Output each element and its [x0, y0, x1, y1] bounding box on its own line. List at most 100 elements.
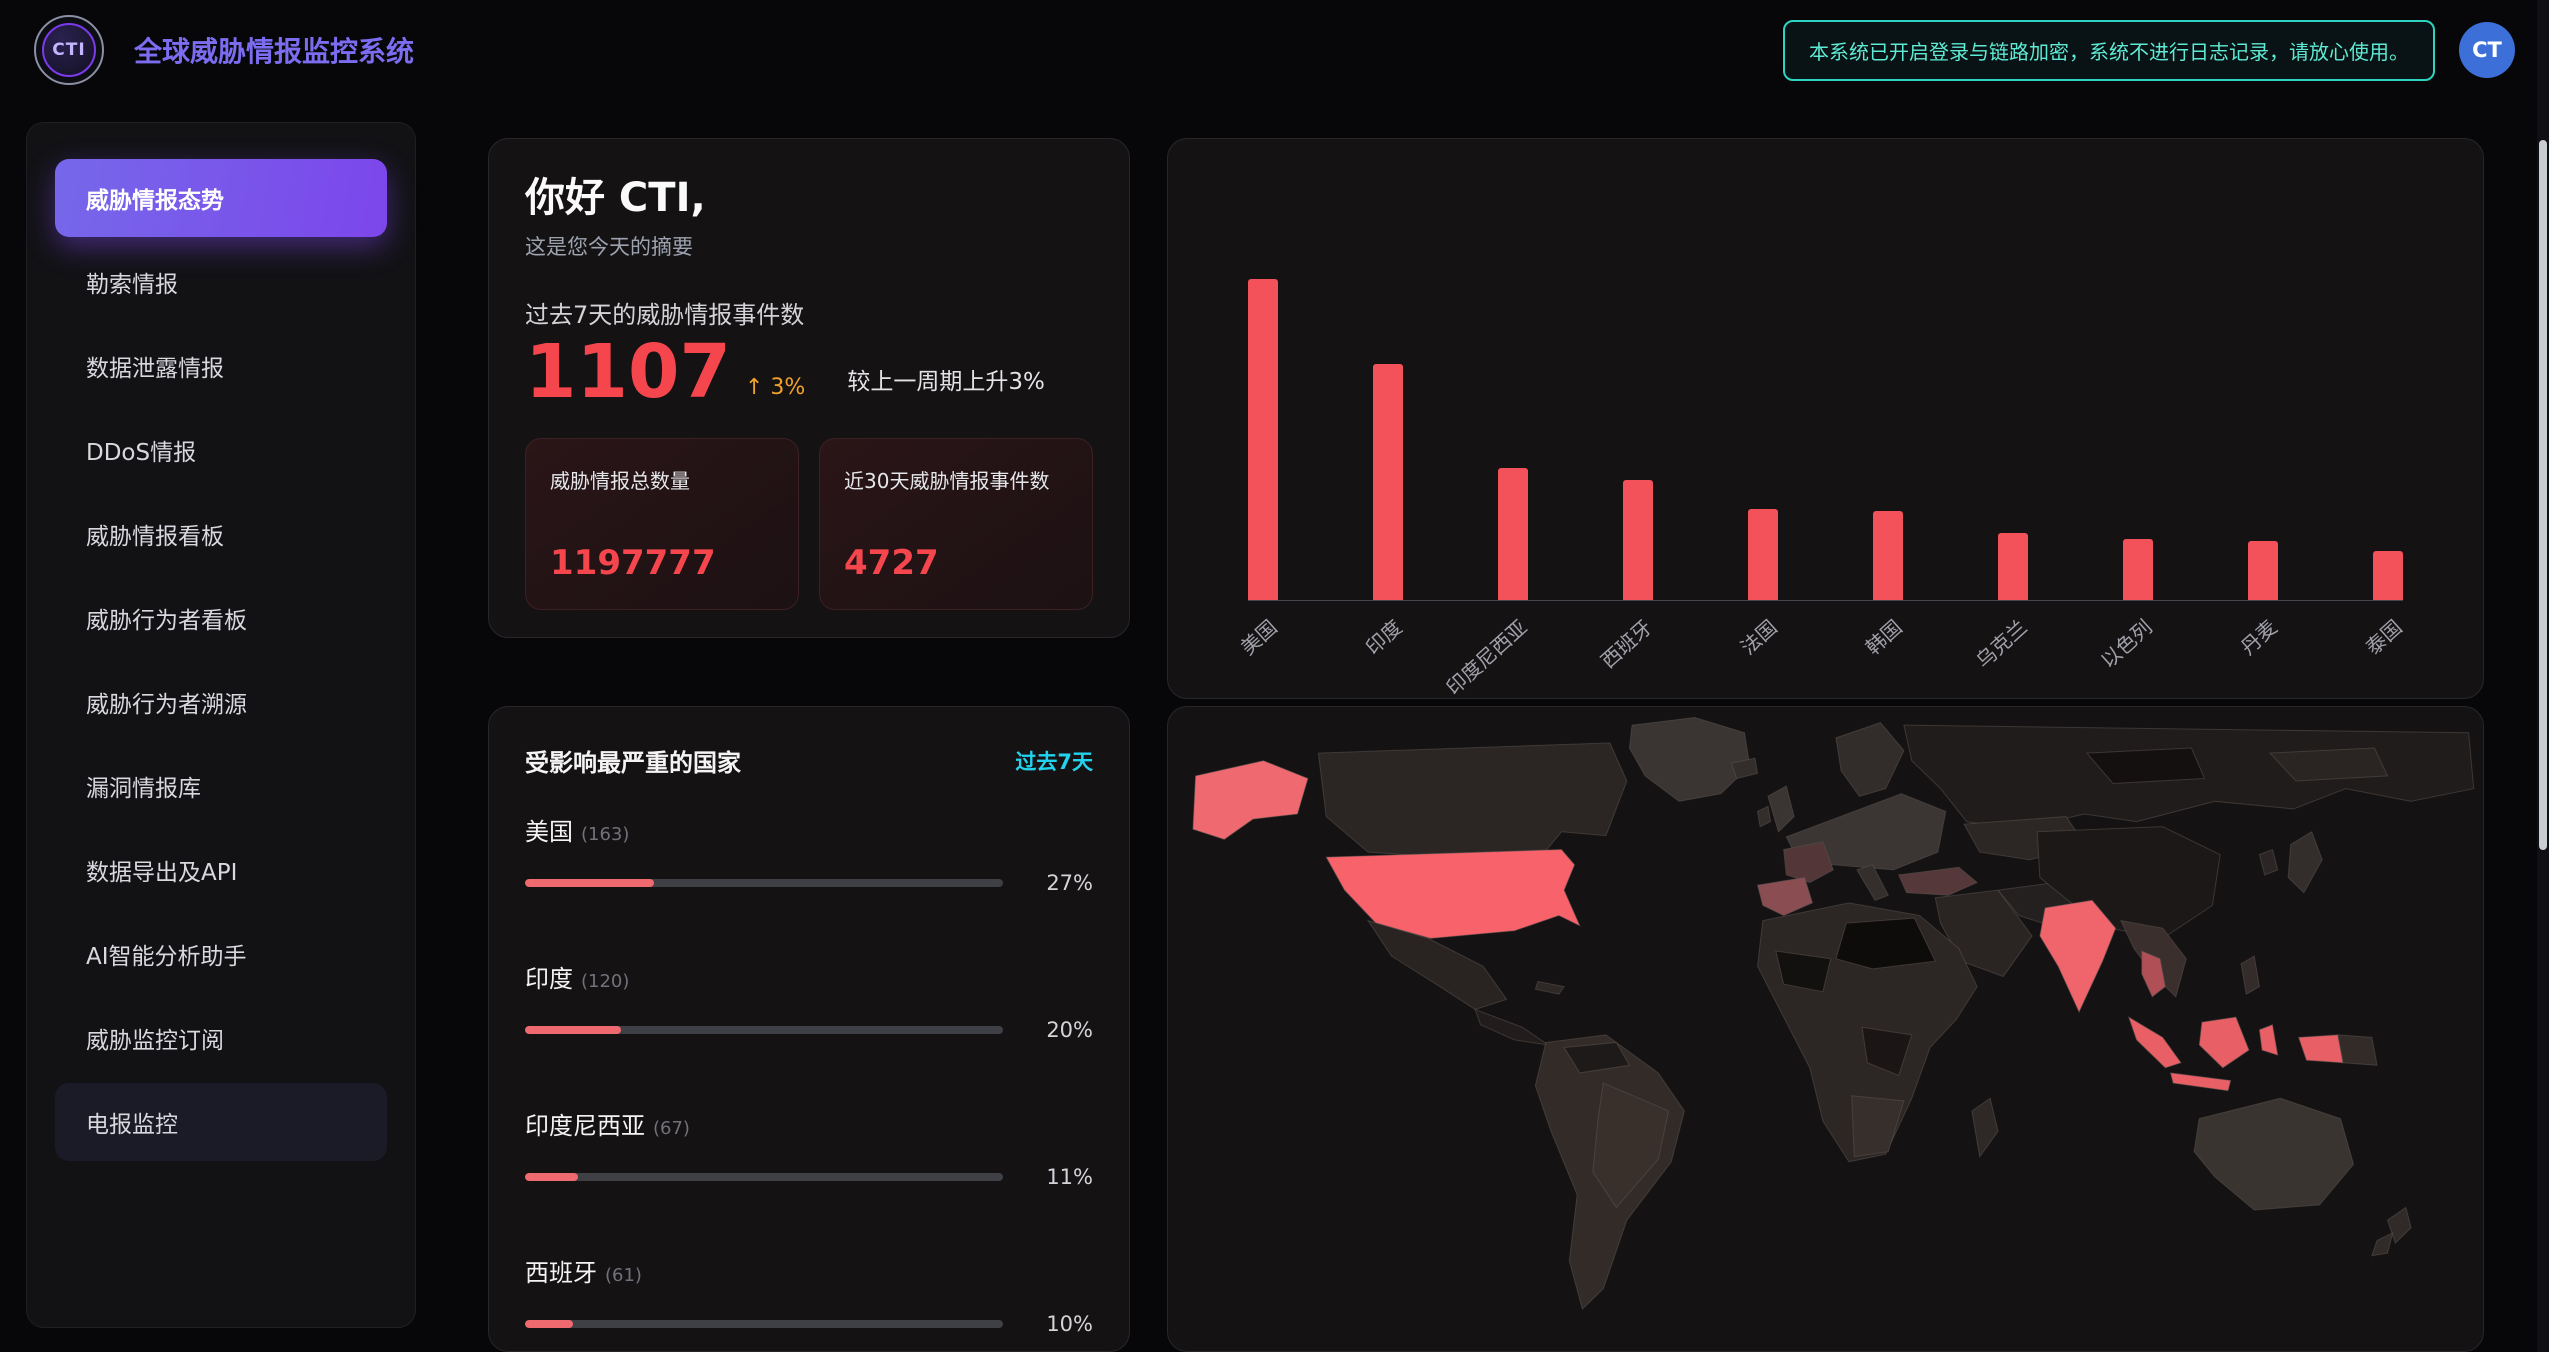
- map-region-west-new-guinea: [2297, 1034, 2344, 1064]
- map-region-sulawesi: [2258, 1023, 2279, 1056]
- sidebar-item-label: 数据泄露情报: [86, 356, 224, 382]
- map-region-spain: [1756, 876, 1814, 917]
- bar-韩国[interactable]: [1873, 511, 1903, 600]
- map-region-philippines: [2240, 955, 2260, 996]
- map-region-sahara-dark: [1835, 917, 1937, 970]
- map-region-greenland: [1628, 717, 1751, 802]
- bar-印度尼西亚[interactable]: [1498, 468, 1528, 600]
- stat-card-label: 近30天威胁情报事件数: [844, 468, 1050, 493]
- metric-value: 1107: [525, 329, 731, 415]
- bar-column: 丹麦: [2236, 279, 2282, 660]
- map-region-japan: [2287, 831, 2323, 894]
- country-bar-row: 27%: [525, 871, 1093, 895]
- sidebar-item-data-export-api[interactable]: 数据导出及API: [55, 831, 387, 909]
- app-title: 全球威胁情报监控系统: [134, 35, 415, 68]
- scrollbar-track[interactable]: [2537, 0, 2549, 1352]
- map-region-madagascar: [1971, 1097, 1999, 1159]
- stat-card-30day-events: 近30天威胁情报事件数 4727: [819, 437, 1093, 610]
- map-region-brazil: [1592, 1082, 1670, 1209]
- bar-法国[interactable]: [1748, 509, 1778, 600]
- map-region-usa: [1325, 849, 1581, 939]
- sidebar-item-label: 威胁情报态势: [86, 188, 224, 214]
- bar-axis-label: 乌克兰: [1971, 614, 2032, 673]
- stat-subcards: 威胁情报总数量 1197777 近30天威胁情报事件数 4727: [525, 437, 1093, 610]
- sidebar-item-threat-situation[interactable]: 威胁情报态势: [55, 159, 387, 237]
- map-asia: [1897, 724, 2475, 1014]
- top-countries-title: 受影响最严重的国家: [525, 749, 741, 777]
- sidebar-item-monitor-subscription[interactable]: 威胁监控订阅: [55, 999, 387, 1077]
- progress-track: [525, 1026, 1003, 1034]
- country-bar-row: 20%: [525, 1018, 1093, 1042]
- map-region-new-zealand-north: [2386, 1206, 2412, 1244]
- bar-乌克兰[interactable]: [1998, 533, 2028, 600]
- country-name: 西班牙: [525, 1259, 597, 1287]
- bar-column: 泰国: [2361, 279, 2407, 660]
- country-item: 西班牙 (61) 10%: [525, 1253, 1093, 1336]
- map-region-new-zealand-south: [2371, 1231, 2394, 1257]
- bar-axis-label: 美国: [1235, 614, 1282, 660]
- bar-axis-label: 丹麦: [2235, 614, 2282, 660]
- sidebar-item-telegram-monitor[interactable]: 电报监控: [55, 1083, 387, 1161]
- progress-track: [525, 879, 1003, 887]
- map-south-america: [1534, 1034, 1685, 1310]
- bar-西班牙[interactable]: [1623, 479, 1653, 600]
- period-filter-link[interactable]: 过去7天: [1015, 749, 1093, 774]
- sidebar-nav: 威胁情报态势勒索情报数据泄露情报 DDoS情报 威胁情报看板 威胁行为者看板 威胁行为者…: [27, 159, 415, 1161]
- bar-axis-label: 印度尼西亚: [1441, 614, 1532, 699]
- map-region-canada: [1317, 742, 1628, 858]
- map-region-scandinavia: [1835, 722, 1905, 797]
- map-africa: [1756, 902, 1999, 1163]
- bar-axis-label: 法国: [1735, 614, 1782, 660]
- sidebar-item-actor-dashboard[interactable]: 威胁行为者看板: [55, 579, 387, 657]
- map-region-west-africa-dark: [1775, 950, 1832, 993]
- world-map-card: [1167, 706, 2484, 1352]
- stat-card-value: 4727: [844, 542, 939, 583]
- scrollbar-thumb[interactable]: [2539, 140, 2547, 850]
- country-bar-row: 11%: [525, 1165, 1093, 1189]
- country-name-line: 印度 (120): [525, 959, 1093, 994]
- app-logo: CTI: [34, 15, 104, 85]
- sidebar-item-intel-dashboard[interactable]: 威胁情报看板: [55, 495, 387, 573]
- stat-card-total-intel: 威胁情报总数量 1197777: [525, 437, 799, 610]
- map-region-korea: [2258, 848, 2279, 876]
- country-bar-row: 10%: [525, 1312, 1093, 1336]
- top-countries-header: 受影响最严重的国家 过去7天: [525, 743, 1093, 778]
- sidebar-item-ddos-intel[interactable]: DDoS情报: [55, 411, 387, 489]
- country-item: 印度尼西亚 (67) 11%: [525, 1106, 1093, 1189]
- map-region-mexico: [1366, 919, 1508, 1011]
- logo-cti-icon: CTI: [42, 23, 96, 77]
- bar-丹麦[interactable]: [2248, 540, 2278, 600]
- sidebar-item-actor-tracing[interactable]: 威胁行为者溯源: [55, 663, 387, 741]
- country-percent: 20%: [1046, 1018, 1093, 1042]
- stat-card-value: 1197777: [550, 542, 716, 583]
- bar-泰国[interactable]: [2373, 550, 2403, 600]
- map-region-uk: [1767, 785, 1795, 833]
- country-name-line: 西班牙 (61): [525, 1253, 1093, 1288]
- sidebar-item-ransomware-intel[interactable]: 勒索情报: [55, 243, 387, 321]
- map-region-papua: [2337, 1034, 2378, 1066]
- sidebar-item-ai-assistant[interactable]: AI智能分析助手: [55, 915, 387, 993]
- bar-column: 西班牙: [1596, 279, 1657, 673]
- metric-label: 过去7天的威胁情报事件数: [525, 301, 805, 329]
- bar-column: 印度: [1361, 279, 1407, 660]
- bar-chart-plot: 美国 印度 印度尼西亚 西班牙 法国 韩国 乌克兰 以色列 丹麦 泰国: [1236, 279, 2407, 698]
- greeting-subtitle: 这是您今天的摘要: [525, 235, 693, 259]
- metric-note: 较上一周期上升3%: [847, 368, 1045, 395]
- map-region-borneo: [2198, 1016, 2250, 1069]
- progress-fill: [525, 1320, 573, 1328]
- world-map[interactable]: [1172, 715, 2479, 1352]
- bar-美国[interactable]: [1248, 279, 1278, 600]
- sidebar: 威胁情报态势勒索情报数据泄露情报 DDoS情报 威胁情报看板 威胁行为者看板 威胁行为者…: [26, 122, 416, 1328]
- country-name-line: 印度尼西亚 (67): [525, 1106, 1093, 1141]
- bar-以色列[interactable]: [2123, 538, 2153, 600]
- map-region-thailand: [2141, 950, 2166, 998]
- map-region-congo: [1861, 1026, 1913, 1077]
- sidebar-item-data-leak-intel[interactable]: 数据泄露情报: [55, 327, 387, 405]
- map-north-america: [1192, 717, 1751, 1046]
- sidebar-item-vuln-library[interactable]: 漏洞情报库: [55, 747, 387, 825]
- bar-印度[interactable]: [1373, 363, 1403, 600]
- bar-column: 印度尼西亚: [1441, 279, 1532, 698]
- bar-axis-label: 印度: [1360, 614, 1407, 660]
- map-region-central-america: [1474, 1008, 1549, 1046]
- user-avatar[interactable]: CT: [2459, 22, 2515, 78]
